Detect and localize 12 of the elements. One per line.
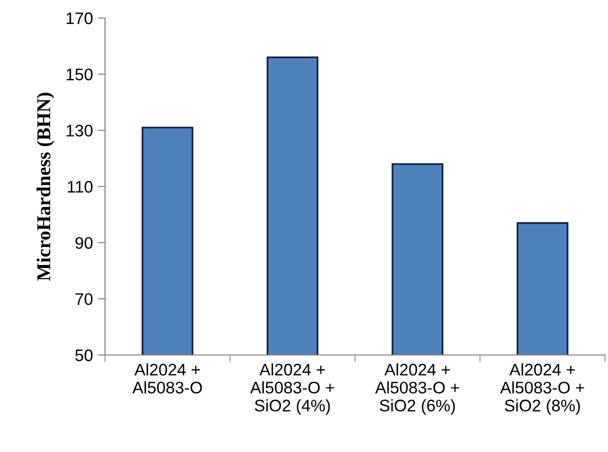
x-tick-label: Al2024 + Al5083-O: [132, 363, 202, 394]
y-tick-label: 90: [75, 237, 93, 249]
y-axis-title: MicroHardness (BHN): [36, 92, 54, 281]
y-tick-label: 50: [75, 349, 93, 362]
y-tick-label: 110: [68, 180, 93, 193]
x-tick-label: Al2024 + Al5083-O + SiO2 (8%): [500, 363, 584, 415]
y-tick-label: 130: [66, 124, 93, 137]
x-tick-label: Al2024 + Al5083-O + SiO2 (4%): [250, 363, 334, 415]
y-tick-label: 70: [76, 293, 93, 306]
y-tick-label: 150: [66, 68, 93, 80]
x-tick-label: Al2024 + Al5083-O + SiO2 (6%): [375, 363, 460, 415]
y-tick-label: 170: [66, 12, 93, 24]
